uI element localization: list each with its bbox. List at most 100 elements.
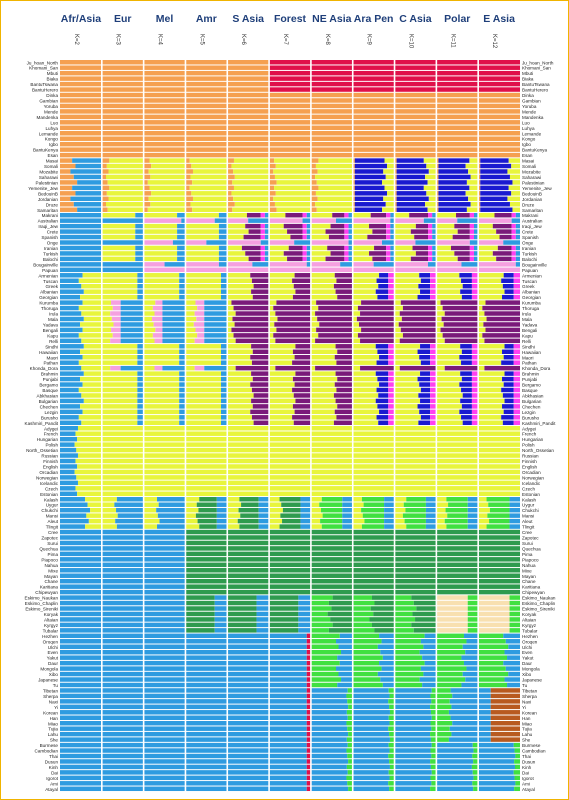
ancestry-segment: [60, 557, 102, 562]
ancestry-segment: [394, 92, 437, 98]
ancestry-segment: [382, 240, 395, 245]
ancestry-segment: [310, 376, 338, 382]
population-label-left: Mandenka: [37, 115, 59, 120]
ancestry-segment: [101, 748, 144, 753]
ancestry-segment: [260, 256, 265, 262]
ancestry-segment: [469, 212, 474, 218]
population-label-right: Sherpa: [522, 694, 537, 699]
ancestry-segment: [155, 327, 163, 333]
ancestry-segment: [179, 376, 186, 382]
ancestry-segment: [436, 759, 474, 764]
ancestry-segment: [101, 218, 144, 223]
ancestry-segment: [179, 294, 186, 300]
population-label-left: Turkish: [43, 251, 58, 256]
ancestry-segment: [110, 311, 121, 316]
ancestry-segment: [474, 234, 479, 240]
ancestry-segment: [269, 562, 311, 568]
ancestry-segment: [471, 349, 479, 354]
ancestry-segment: [410, 256, 428, 262]
ancestry-segment: [196, 502, 217, 507]
ancestry-segment: [251, 398, 270, 404]
ancestry-segment: [415, 617, 437, 622]
ancestry-segment: [394, 568, 437, 573]
ancestry-segment: [227, 720, 270, 726]
ancestry-segment: [306, 251, 311, 256]
ancestry-segment: [469, 158, 479, 163]
ancestry-segment: [143, 251, 178, 256]
ancestry-segment: [227, 360, 252, 365]
ancestry-segment: [227, 333, 234, 338]
ancestry-segment: [264, 229, 270, 234]
ancestry-segment: [346, 764, 353, 770]
ancestry-segment: [310, 404, 338, 409]
ancestry-segment: [60, 786, 102, 792]
ancestry-segment: [330, 617, 353, 622]
ancestry-segment: [116, 507, 144, 513]
ancestry-segment: [388, 726, 395, 731]
ancestry-segment: [101, 174, 106, 180]
ancestry-segment: [306, 710, 311, 715]
ancestry-segment: [143, 202, 151, 207]
ancestry-segment: [316, 207, 353, 212]
ancestry-segment: [394, 131, 437, 136]
ancestry-segment: [347, 715, 353, 720]
population-label-left: Bougainville: [33, 262, 58, 267]
ancestry-segment: [101, 682, 144, 688]
ancestry-segment: [507, 196, 520, 202]
ancestry-segment: [310, 573, 353, 578]
ancestry-segment: [352, 770, 389, 775]
ancestry-segment: [185, 92, 228, 98]
ancestry-segment: [352, 65, 395, 70]
population-label-left: Karitiana: [40, 585, 59, 590]
ancestry-segment: [185, 524, 200, 529]
ancestry-segment: [430, 737, 437, 742]
ancestry-segment: [269, 436, 311, 442]
population-label-right: Onge: [522, 241, 534, 246]
ancestry-segment: [101, 475, 144, 480]
ancestry-segment: [101, 169, 109, 174]
ancestry-segment: [348, 256, 353, 262]
ancestry-segment: [328, 234, 345, 240]
population-label-left: Hawaiian: [39, 350, 58, 355]
ancestry-segment: [431, 781, 437, 786]
ancestry-segment: [310, 245, 328, 251]
ancestry-segment: [310, 546, 353, 551]
ancestry-segment: [310, 584, 353, 589]
ancestry-segment: [352, 256, 373, 262]
ancestry-segment: [362, 513, 385, 518]
ancestry-segment: [469, 240, 479, 245]
ancestry-segment: [227, 715, 270, 720]
ancestry-segment: [496, 256, 512, 262]
ancestry-segment: [120, 333, 144, 338]
ancestry-segment: [432, 212, 437, 218]
population-label-left: Kongo: [45, 137, 59, 142]
ancestry-segment: [179, 409, 186, 415]
ancestry-segment: [143, 617, 186, 622]
population-label-left: Australian: [38, 219, 59, 224]
population-label-right: Pathan: [522, 361, 537, 366]
ancestry-segment: [315, 365, 353, 371]
ancestry-segment: [352, 617, 370, 622]
ancestry-segment: [394, 141, 437, 147]
ancestry-segment: [227, 507, 239, 513]
ancestry-segment: [489, 518, 510, 524]
ancestry-segment: [60, 354, 83, 360]
ancestry-segment: [185, 436, 228, 442]
ancestry-segment: [445, 507, 468, 513]
ancestry-segment: [60, 70, 102, 76]
ancestry-segment: [310, 535, 353, 540]
ancestry-segment: [269, 409, 295, 415]
ancestry-segment: [227, 382, 251, 387]
ancestry-segment: [504, 371, 514, 376]
ancestry-segment: [378, 283, 389, 289]
ancestry-segment: [352, 387, 377, 393]
ancestry-segment: [450, 688, 479, 693]
ancestry-segment: [425, 502, 437, 507]
ancestry-segment: [348, 240, 353, 245]
ancestry-segment: [482, 333, 520, 338]
ancestry-segment: [315, 311, 353, 316]
ancestry-segment: [101, 256, 136, 262]
population-label-right: Adygei: [522, 426, 536, 431]
population-label-left: Korean: [43, 710, 58, 715]
population-label-right: Dai: [522, 770, 529, 775]
